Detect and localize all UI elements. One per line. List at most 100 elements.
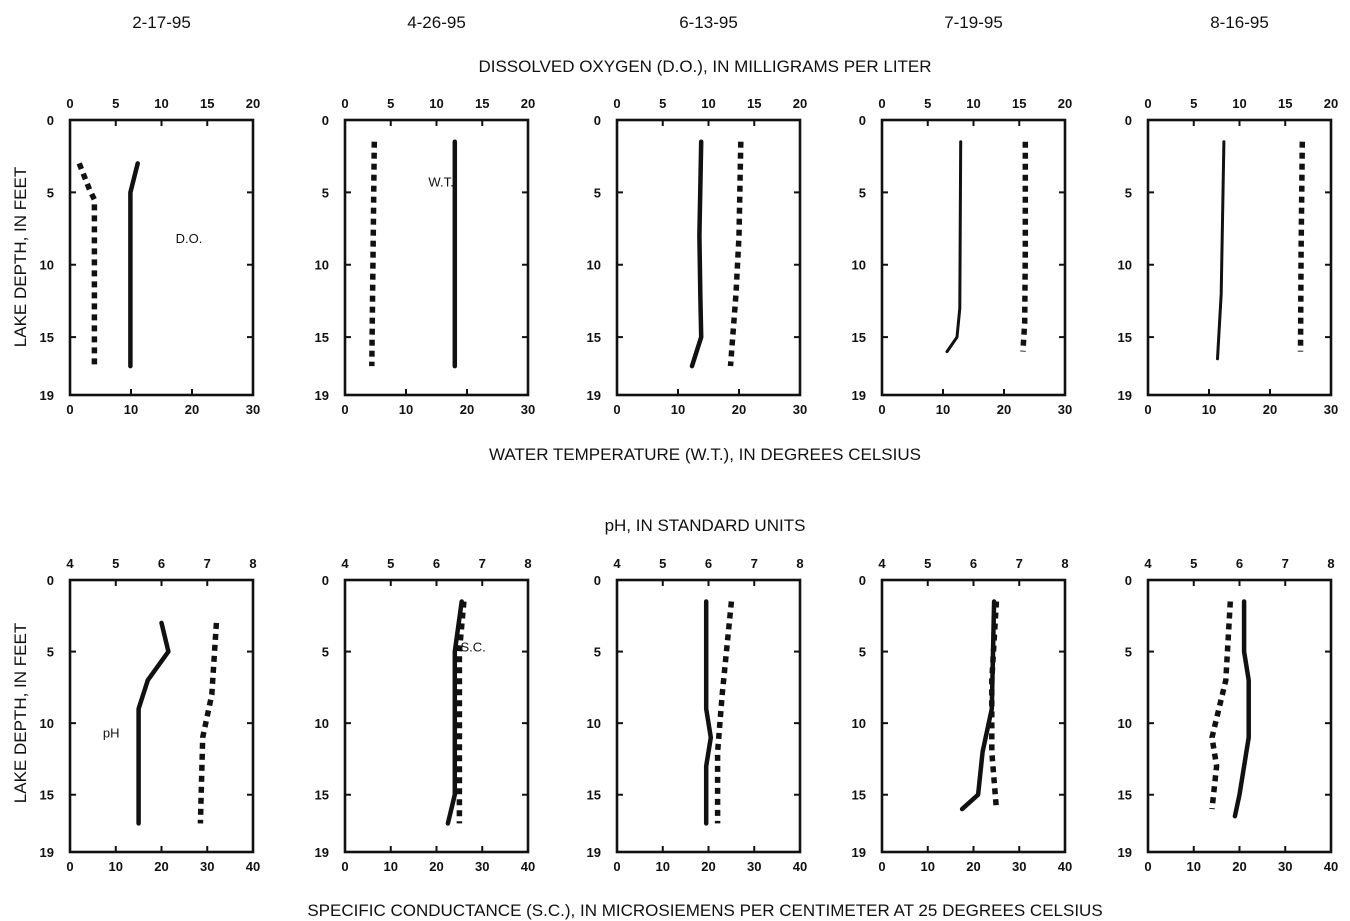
y-axis-tick-label: 5 bbox=[594, 645, 601, 660]
bottom-axis-tick-label: 10 bbox=[124, 402, 138, 417]
top-axis-tick-label: 5 bbox=[112, 556, 119, 571]
y-axis-tick-label: 19 bbox=[587, 388, 601, 403]
series-line-sc bbox=[456, 601, 467, 824]
bottom-axis-tick-label: 20 bbox=[460, 402, 474, 417]
top-axis-tick-label: 8 bbox=[1327, 556, 1334, 571]
top-axis-tick-label: 8 bbox=[524, 556, 531, 571]
y-axis-tick-label: 0 bbox=[47, 573, 54, 588]
y-axis-tick-label: 0 bbox=[859, 113, 866, 128]
bottom-axis-tick-label: 20 bbox=[732, 402, 746, 417]
y-axis-tick-label: 19 bbox=[587, 845, 601, 860]
date-label-5: 8-16-95 bbox=[1210, 13, 1269, 32]
bottom-axis-tick-label: 0 bbox=[1144, 859, 1151, 874]
top-axis-tick-label: 6 bbox=[158, 556, 165, 571]
series-line-wt bbox=[1297, 141, 1306, 352]
bottom-group-bottom-axis-title: SPECIFIC CONDUCTANCE (S.C.), IN MICROSIE… bbox=[307, 901, 1102, 920]
bottom-axis-tick-label: 40 bbox=[1058, 859, 1072, 874]
top-axis-tick-label: 5 bbox=[659, 96, 666, 111]
y-axis-tick-label: 5 bbox=[859, 185, 866, 200]
bottom-axis-tick-label: 10 bbox=[921, 859, 935, 874]
bottom-axis-tick-label: 0 bbox=[613, 402, 620, 417]
date-labels: 2-17-95 4-26-95 6-13-95 7-19-95 8-16-95 bbox=[132, 13, 1269, 32]
y-axis-tick-label: 0 bbox=[47, 113, 54, 128]
series-annotation: D.O. bbox=[176, 231, 203, 246]
top-axis-tick-label: 10 bbox=[966, 96, 980, 111]
series-line-sc bbox=[714, 601, 735, 824]
y-axis-tick-label: 19 bbox=[315, 845, 329, 860]
series-line-wt bbox=[1020, 141, 1029, 352]
y-axis-tick-label: 15 bbox=[587, 330, 601, 345]
series-line-sc bbox=[1209, 601, 1234, 810]
top-axis-tick-label: 0 bbox=[878, 96, 885, 111]
y-axis-tick-label: 10 bbox=[852, 716, 866, 731]
top-axis-tick-label: 6 bbox=[1236, 556, 1243, 571]
series-line-sc bbox=[197, 622, 220, 824]
bottom-axis-tick-label: 10 bbox=[671, 402, 685, 417]
y-axis-tick-label: 19 bbox=[40, 388, 54, 403]
bottom-axis-tick-label: 20 bbox=[1232, 859, 1246, 874]
y-axis-tick-label: 10 bbox=[1118, 716, 1132, 731]
bottom-axis-tick-label: 0 bbox=[878, 859, 885, 874]
y-axis-tick-label: 0 bbox=[1125, 113, 1132, 128]
top-axis-tick-label: 10 bbox=[429, 96, 443, 111]
bottom-axis-tick-label: 0 bbox=[341, 859, 348, 874]
top-panel-1: 0 5 10 15 20 0 10 20 30 0 5 10 15 19 D.O. bbox=[40, 96, 261, 417]
series-line-ph bbox=[1232, 599, 1251, 819]
top-axis-tick-label: 0 bbox=[341, 96, 348, 111]
bottom-axis-tick-label: 10 bbox=[1202, 402, 1216, 417]
top-axis-tick-label: 7 bbox=[1282, 556, 1289, 571]
bottom-axis-tick-label: 30 bbox=[793, 402, 807, 417]
series-line-do bbox=[1216, 140, 1226, 361]
bottom-axis-tick-label: 30 bbox=[1012, 859, 1026, 874]
bottom-axis-tick-label: 30 bbox=[1058, 402, 1072, 417]
y-axis-tick-label: 5 bbox=[594, 185, 601, 200]
top-axis-tick-label: 7 bbox=[751, 556, 758, 571]
bottom-axis-tick-label: 0 bbox=[878, 402, 885, 417]
bottom-axis-tick-label: 0 bbox=[66, 402, 73, 417]
panel-frame bbox=[1146, 578, 1333, 854]
series-line-ph bbox=[136, 620, 171, 826]
bottom-axis-tick-label: 20 bbox=[966, 859, 980, 874]
top-axis-tick-label: 5 bbox=[387, 96, 394, 111]
series-line-do bbox=[689, 139, 704, 369]
bottom-axis-tick-label: 30 bbox=[1324, 402, 1338, 417]
bottom-axis-tick-label: 0 bbox=[613, 859, 620, 874]
series-line-do bbox=[128, 161, 140, 369]
panel-frame bbox=[68, 118, 255, 397]
top-axis-tick-label: 5 bbox=[1190, 96, 1197, 111]
top-axis-tick-label: 6 bbox=[705, 556, 712, 571]
bottom-axis-tick-label: 30 bbox=[747, 859, 761, 874]
bottom-axis-tick-label: 40 bbox=[521, 859, 535, 874]
top-axis-tick-label: 20 bbox=[793, 96, 807, 111]
y-axis-tick-label: 5 bbox=[322, 645, 329, 660]
top-axis-tick-label: 5 bbox=[112, 96, 119, 111]
series-line-wt bbox=[727, 141, 744, 367]
top-axis-tick-label: 5 bbox=[659, 556, 666, 571]
y-axis-tick-label: 0 bbox=[594, 113, 601, 128]
top-group-title: DISSOLVED OXYGEN (D.O.), IN MILLIGRAMS P… bbox=[478, 57, 931, 76]
series-line-ph bbox=[703, 599, 714, 826]
bottom-axis-tick-label: 20 bbox=[997, 402, 1011, 417]
y-axis-tick-label: 0 bbox=[859, 573, 866, 588]
bottom-axis-tick-label: 0 bbox=[66, 859, 73, 874]
top-axis-tick-label: 6 bbox=[433, 556, 440, 571]
bottom-axis-tick-label: 10 bbox=[109, 859, 123, 874]
bottom-axis-tick-label: 30 bbox=[246, 402, 260, 417]
top-axis-tick-label: 15 bbox=[475, 96, 489, 111]
y-axis-tick-label: 19 bbox=[852, 845, 866, 860]
top-y-axis-title: LAKE DEPTH, IN FEET bbox=[11, 167, 30, 347]
top-axis-tick-label: 15 bbox=[747, 96, 761, 111]
series-line-ph bbox=[445, 599, 464, 826]
y-axis-tick-label: 0 bbox=[1125, 573, 1132, 588]
bottom-group-title: pH, IN STANDARD UNITS bbox=[605, 516, 806, 535]
y-axis-tick-label: 5 bbox=[322, 185, 329, 200]
top-axis-tick-label: 10 bbox=[701, 96, 715, 111]
top-axis-tick-label: 10 bbox=[154, 96, 168, 111]
top-axis-tick-label: 8 bbox=[249, 556, 256, 571]
top-axis-tick-label: 15 bbox=[1012, 96, 1026, 111]
y-axis-tick-label: 5 bbox=[1125, 645, 1132, 660]
y-axis-tick-label: 0 bbox=[594, 573, 601, 588]
bottom-axis-tick-label: 10 bbox=[384, 859, 398, 874]
series-annotation: S.C. bbox=[460, 640, 485, 655]
